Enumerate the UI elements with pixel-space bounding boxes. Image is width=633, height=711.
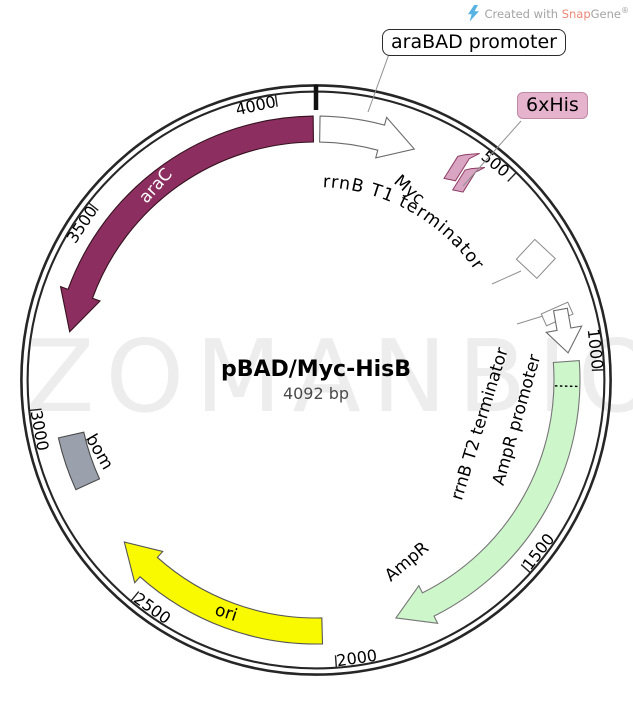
bom-box <box>57 431 101 491</box>
watermark-text: ZOMANBIO <box>26 318 633 435</box>
attribution-text: Created with SnapGene® <box>484 6 629 21</box>
tick-mark-3000 <box>29 408 42 412</box>
snapgene-attribution: Created with SnapGene® <box>467 5 629 22</box>
araC-arrow <box>59 115 314 333</box>
tick-mark-2000 <box>334 655 338 668</box>
plasmid-name: pBAD/Myc-HisB <box>220 357 412 382</box>
tick-mark-1500 <box>520 564 531 574</box>
AmpR-signal-boundary <box>554 385 579 388</box>
tick-mark-500 <box>507 172 517 182</box>
6xHis-boxed-label: 6xHis <box>517 92 588 119</box>
Myc-tag <box>443 152 480 182</box>
araBAD-promoter-arrow <box>319 115 416 159</box>
AmpR-promoter-arrow <box>545 307 583 354</box>
tick-mark-3500 <box>88 202 99 211</box>
tick-label-2000: 2000 <box>335 646 378 671</box>
leader-lines-group <box>367 53 544 325</box>
plasmid-size: 4092 bp <box>282 384 350 403</box>
tick-label-3000: 3000 <box>27 409 53 452</box>
features-group <box>57 84 583 645</box>
tick-label-1000: 1000 <box>584 328 607 371</box>
tick-mark-4000 <box>274 94 278 107</box>
araBAD-promoter-boxed-label: araBAD promoter <box>382 29 566 56</box>
rrnB-T1-terminator-box <box>515 238 556 279</box>
rrnB-T1-leader <box>491 270 522 285</box>
rrnB-T2-leader <box>516 315 544 325</box>
AmpR-arrow <box>394 359 581 624</box>
tick-mark-2500 <box>130 591 140 602</box>
snapgene-logo-icon <box>468 5 480 22</box>
ori-arrow <box>123 541 324 645</box>
araBAD-promoter-leader <box>367 53 390 113</box>
6xHis-leader <box>462 120 522 187</box>
AmpR-label: AmpR <box>381 538 433 586</box>
plasmid-title-block: pBAD/Myc-HisB 4092 bp <box>221 357 411 403</box>
